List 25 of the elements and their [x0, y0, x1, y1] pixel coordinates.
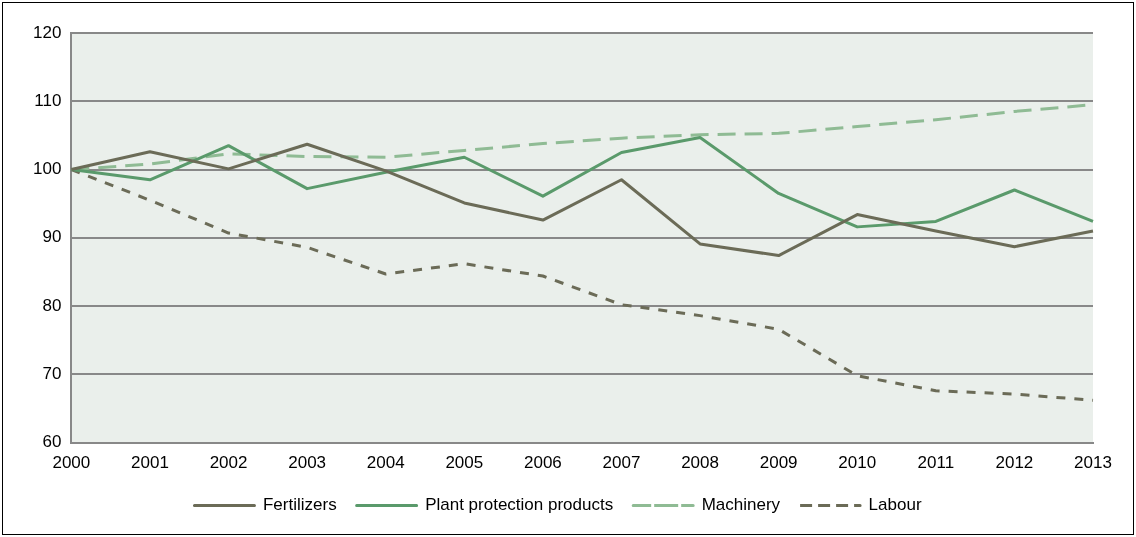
x-tick-label: 2010	[838, 453, 877, 473]
y-tick-label: 100	[32, 159, 62, 179]
y-tick-label: 70	[42, 364, 62, 384]
x-tick-label: 2008	[681, 453, 719, 473]
x-tick-label: 2007	[602, 453, 641, 473]
x-tick-label: 2005	[445, 453, 484, 473]
x-tick-label: 2002	[209, 453, 248, 473]
legend-label: Machinery	[701, 495, 781, 515]
legend-label: Fertilizers	[262, 495, 337, 515]
x-tick-label: 2011	[917, 453, 955, 473]
y-tick-label: 80	[42, 295, 62, 315]
x-tick-label: 2009	[759, 453, 798, 473]
y-tick-label: 90	[42, 227, 62, 247]
x-tick-label: 2001	[131, 453, 169, 473]
x-tick-label: 2006	[523, 453, 562, 473]
x-tick-label: 2012	[995, 453, 1034, 473]
x-tick-label: 2003	[288, 453, 327, 473]
x-tick-label: 2000	[52, 453, 91, 473]
y-tick-label: 120	[32, 22, 62, 42]
legend-label: Plant protection products	[425, 495, 614, 515]
y-tick-label: 60	[42, 432, 62, 452]
legend-label: Labour	[868, 495, 922, 515]
x-tick-label: 2004	[366, 453, 405, 473]
x-tick-label: 2013	[1074, 453, 1112, 473]
y-tick-label: 110	[34, 90, 62, 110]
